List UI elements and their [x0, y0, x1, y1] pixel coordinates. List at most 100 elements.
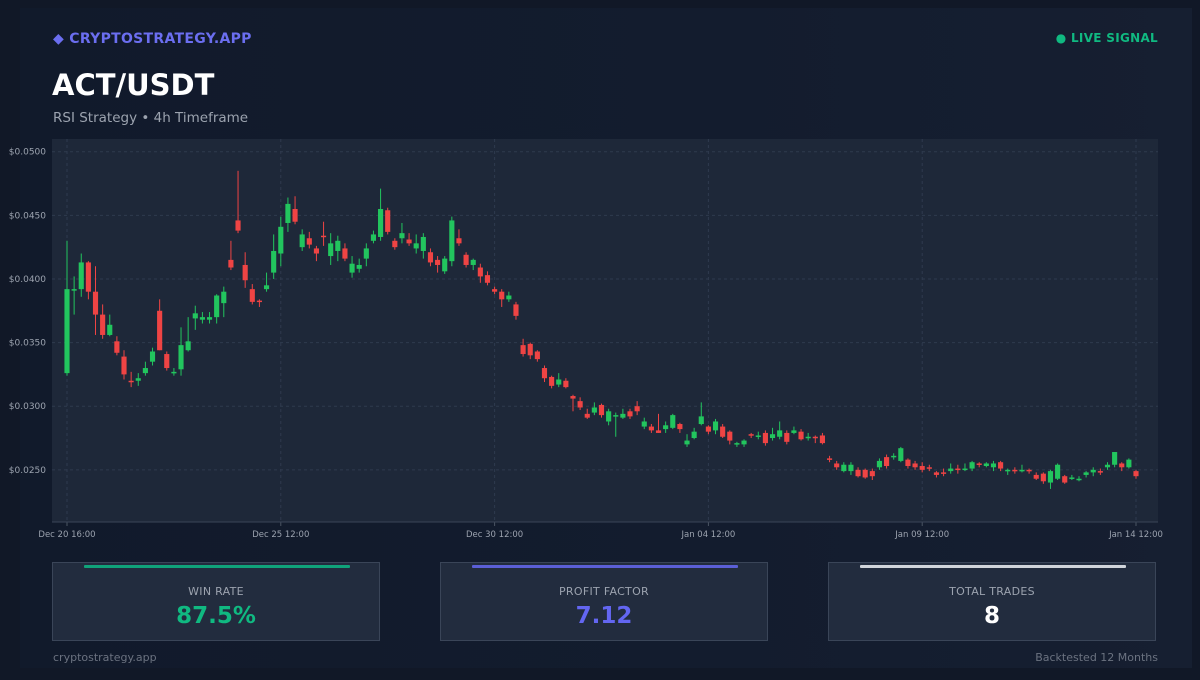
candle-body: [698, 416, 704, 425]
candle: [969, 460, 975, 472]
candle-body: [556, 379, 562, 385]
candle-body: [427, 252, 434, 263]
x-tick-label: Dec 25 12:00: [252, 530, 309, 540]
candle-body: [684, 440, 690, 445]
candle: [1076, 476, 1082, 482]
candle-body: [563, 380, 569, 388]
candle: [1126, 458, 1132, 469]
candle-body: [406, 239, 412, 244]
candle-body: [527, 343, 533, 356]
profit-factor-label: PROFIT FACTOR: [559, 585, 649, 598]
candle: [107, 314, 113, 337]
candle-body: [1026, 469, 1032, 472]
candle: [235, 170, 241, 234]
candle: [506, 291, 512, 302]
candle: [142, 361, 148, 376]
candle-body: [777, 430, 783, 437]
candle: [484, 271, 491, 286]
candle-body: [1012, 469, 1018, 472]
candle: [435, 256, 441, 273]
candle-body: [648, 426, 654, 431]
candle: [157, 299, 163, 351]
candle-body: [164, 354, 170, 369]
candle-body: [677, 424, 683, 430]
candle-body: [157, 310, 163, 351]
candle-body: [356, 264, 362, 269]
candle: [1012, 467, 1018, 474]
candle: [278, 216, 284, 267]
candle: [263, 272, 270, 292]
candle-body: [1019, 469, 1025, 472]
candle: [677, 422, 683, 433]
candle: [1026, 468, 1032, 474]
candles: [64, 170, 1139, 489]
candle: [385, 207, 391, 235]
brand-logo[interactable]: ◆ CRYPTOSTRATEGY.APP: [53, 31, 252, 47]
candle: [320, 221, 327, 246]
candle: [556, 373, 562, 388]
candle-body: [142, 368, 148, 374]
candle: [769, 427, 776, 441]
y-tick-label: $0.0250: [9, 466, 46, 476]
candle: [720, 424, 726, 439]
candle: [663, 421, 669, 433]
x-tick-label: Dec 20 16:00: [38, 530, 95, 540]
candle-body: [399, 233, 405, 239]
candle-body: [791, 430, 797, 433]
candle: [648, 424, 654, 433]
candle-body: [292, 208, 298, 222]
candle: [292, 196, 298, 225]
candle-body: [285, 203, 291, 223]
candle-body: [420, 236, 426, 251]
footer-backtest-note: Backtested 12 Months: [1035, 651, 1158, 664]
candle: [378, 188, 384, 241]
candle: [214, 294, 220, 324]
candle: [1083, 471, 1089, 478]
chart-plot-area: [52, 139, 1158, 522]
candle-body: [948, 468, 954, 472]
candle-body: [135, 378, 141, 381]
candle-body: [805, 436, 811, 439]
candle-body: [855, 469, 861, 477]
candle-body: [506, 295, 512, 300]
candle: [976, 462, 982, 468]
candle: [684, 434, 690, 447]
candle: [206, 312, 213, 324]
candle: [898, 446, 904, 463]
candle: [185, 317, 191, 352]
candle-body: [363, 248, 369, 259]
candle: [641, 417, 647, 430]
candle: [199, 312, 205, 324]
candle: [1090, 467, 1096, 477]
candle: [178, 327, 184, 376]
candle: [456, 229, 462, 246]
total-trades-label: TOTAL TRADES: [949, 585, 1035, 598]
candle: [691, 427, 697, 440]
footer-site-link[interactable]: cryptostrategy.app: [53, 651, 157, 664]
candle: [271, 234, 277, 279]
candle-body: [541, 368, 548, 379]
candle-body: [627, 411, 633, 417]
candle-body: [1090, 469, 1096, 473]
candle-body: [385, 210, 391, 232]
x-grid: [66, 139, 1137, 526]
candle-body: [1005, 469, 1011, 472]
candle-body: [442, 258, 448, 272]
win-rate-card: WIN RATE 87.5%: [52, 562, 380, 641]
candle-body: [178, 345, 184, 370]
candle: [727, 430, 733, 445]
candle-body: [313, 248, 319, 254]
candle-body: [862, 469, 868, 478]
candle-body: [598, 404, 605, 416]
candle: [634, 401, 640, 416]
candle: [342, 243, 348, 262]
candle: [492, 286, 498, 295]
candle-body: [933, 472, 940, 475]
candle-body: [570, 396, 576, 399]
candle: [392, 238, 398, 250]
candle: [164, 351, 170, 371]
candle-body: [206, 317, 213, 320]
candle-body: [499, 291, 505, 300]
